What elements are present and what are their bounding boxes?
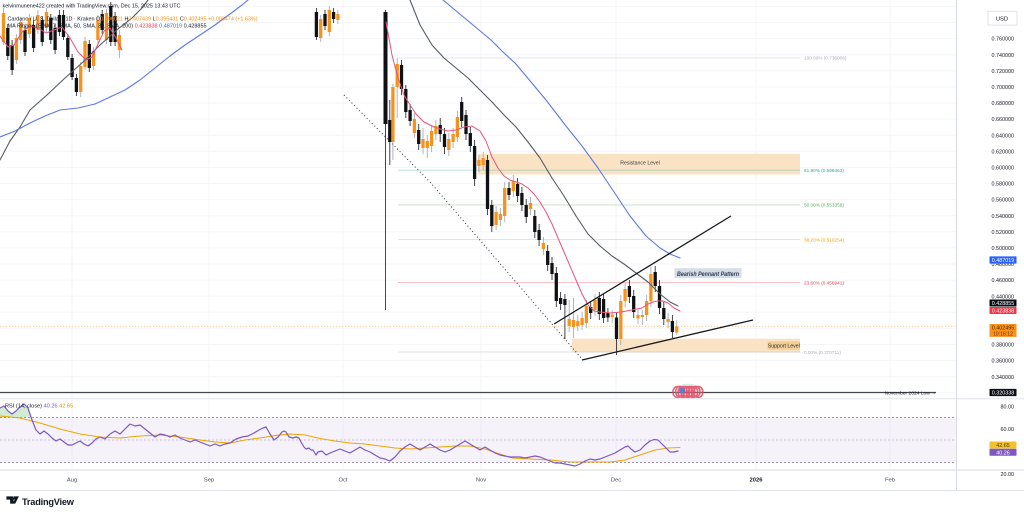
svg-text:kelvinmunene422 created with T: kelvinmunene422 created with TradingView…	[3, 4, 181, 10]
svg-text:USD: USD	[996, 17, 1008, 23]
svg-text:0.720000: 0.720000	[992, 69, 1014, 75]
svg-text:0.487019: 0.487019	[992, 258, 1014, 264]
svg-text:0.360000: 0.360000	[992, 359, 1014, 365]
svg-text:Aug: Aug	[67, 478, 77, 484]
svg-text:10:16:12: 10:16:12	[993, 332, 1013, 338]
svg-text:50.00% (0.553359): 50.00% (0.553359)	[804, 203, 844, 208]
svg-text:0.460000: 0.460000	[992, 278, 1014, 284]
svg-text:0.00% (0.370711): 0.00% (0.370711)	[804, 350, 841, 355]
svg-text:0.580000: 0.580000	[992, 182, 1014, 188]
svg-text:20.00: 20.00	[1001, 472, 1015, 478]
svg-text:0.560000: 0.560000	[992, 198, 1014, 204]
svg-text:TradingView: TradingView	[22, 497, 75, 507]
svg-text:80.00: 80.00	[1001, 404, 1015, 410]
svg-text:0.402495: 0.402495	[992, 326, 1014, 332]
svg-text:Nov: Nov	[476, 478, 486, 484]
svg-text:0.760000: 0.760000	[992, 37, 1014, 43]
svg-text:0.428855: 0.428855	[992, 301, 1014, 307]
svg-text:0.740000: 0.740000	[992, 53, 1014, 59]
svg-text:Sep: Sep	[204, 478, 214, 484]
svg-text:Resistance Level: Resistance Level	[620, 160, 660, 166]
svg-text:0.680000: 0.680000	[992, 101, 1014, 107]
svg-text:40.26: 40.26	[996, 450, 1010, 456]
svg-text:0.500000: 0.500000	[992, 246, 1014, 252]
svg-text:0.340000: 0.340000	[992, 375, 1014, 381]
svg-text:0.600000: 0.600000	[992, 166, 1014, 172]
svg-text:60.00: 60.00	[1001, 427, 1015, 433]
svg-text:42.65: 42.65	[996, 443, 1010, 449]
svg-text:Bearish Pennant Pattern: Bearish Pennant Pattern	[677, 271, 739, 278]
svg-text:0.380000: 0.380000	[992, 343, 1014, 349]
svg-text:0.660000: 0.660000	[992, 117, 1014, 123]
svg-text:Cardano / U. S. Dollar · 1D ·: Cardano / U. S. Dollar · 1D · Kraken O0.…	[8, 17, 258, 23]
svg-text:100.00% (0.736006): 100.00% (0.736006)	[804, 56, 847, 61]
svg-text:0.620000: 0.620000	[992, 149, 1014, 155]
svg-text:RSI (14, close) 40.26 42.65: RSI (14, close) 40.26 42.65	[5, 404, 73, 410]
svg-text:Feb: Feb	[885, 478, 895, 484]
svg-text:0.423838: 0.423838	[992, 309, 1014, 315]
svg-text:0.640000: 0.640000	[992, 133, 1014, 139]
svg-text:0.700000: 0.700000	[992, 85, 1014, 91]
svg-text:Oct: Oct	[338, 478, 347, 484]
svg-text:61.80% (0.596463): 61.80% (0.596463)	[804, 168, 844, 173]
svg-text:November 2024 Low →: November 2024 Low →	[885, 390, 936, 396]
svg-text:0.320338: 0.320338	[992, 391, 1014, 397]
svg-text:23.60% (0.456941): 23.60% (0.456941)	[804, 280, 844, 285]
svg-text:0.540000: 0.540000	[992, 214, 1014, 220]
svg-text:Dec: Dec	[611, 478, 621, 484]
svg-text:Support Level: Support Level	[768, 344, 800, 350]
svg-text:0.440000: 0.440000	[992, 294, 1014, 300]
svg-text:0.480000: 0.480000	[992, 262, 1014, 268]
svg-text:2026: 2026	[750, 478, 764, 484]
svg-text:0.520000: 0.520000	[992, 230, 1014, 236]
svg-text:MA Ribbon (SMA, 7, SMA, 50, SM: MA Ribbon (SMA, 7, SMA, 50, SMA, 30, SMA…	[8, 24, 207, 30]
svg-text:38.20% (0.510254): 38.20% (0.510254)	[804, 237, 844, 242]
